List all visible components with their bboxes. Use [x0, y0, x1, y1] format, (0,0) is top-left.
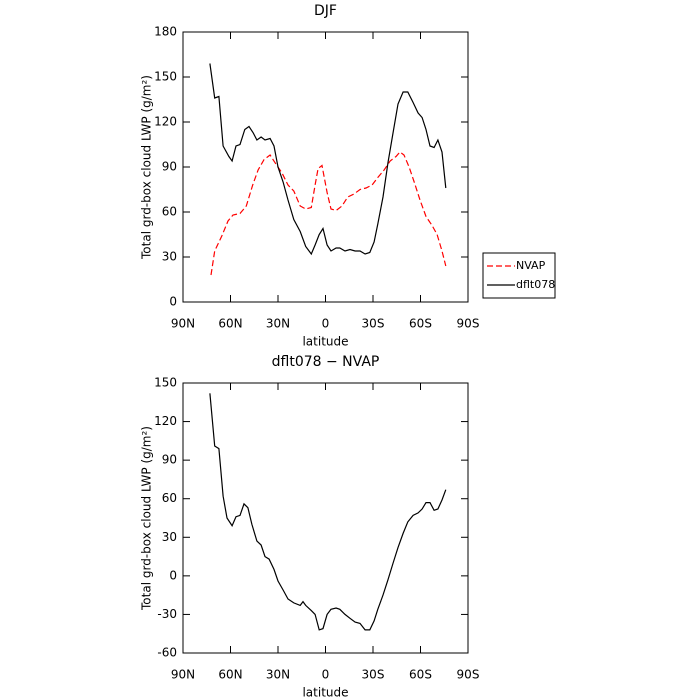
y-tick-label: 60 [162, 205, 177, 219]
x-tick-label: 60N [218, 317, 242, 331]
y-tick-label: 90 [162, 160, 177, 174]
plot-frame [182, 382, 469, 654]
x-tick-label: 90S [457, 317, 480, 331]
legend-label: NVAP [516, 259, 546, 272]
y-tick-label: 0 [169, 568, 177, 582]
data-line [210, 151, 447, 276]
y-tick-label: 60 [162, 491, 177, 505]
x-tick-label: 60S [409, 668, 432, 682]
y-tick-label: 120 [154, 414, 177, 428]
x-tick-label: 90N [171, 668, 195, 682]
y-axis-label: Total grd-box cloud LWP (g/m²) [140, 75, 154, 260]
x-tick-label: 0 [322, 668, 330, 682]
y-tick-label: -30 [157, 607, 177, 621]
y-tick-label: 90 [162, 453, 177, 467]
x-tick-label: 30S [362, 668, 385, 682]
x-tick-label: 60S [409, 317, 432, 331]
x-axis-label: latitude [302, 686, 348, 700]
y-axis-label: Total grd-box cloud LWP (g/m²) [140, 426, 154, 611]
legend-box [482, 252, 556, 299]
plot-frame [182, 31, 469, 303]
legend-label: dflt078 [516, 278, 555, 291]
x-tick-label: 90N [171, 317, 195, 331]
x-axis-label: latitude [302, 335, 348, 349]
y-tick-label: 120 [154, 115, 177, 129]
chart-title: dflt078 − NVAP [272, 354, 380, 370]
y-tick-label: 30 [162, 530, 177, 544]
chart-title: DJF [314, 3, 337, 19]
y-tick-label: -60 [157, 646, 177, 660]
data-line [209, 393, 447, 631]
x-tick-label: 30N [266, 317, 290, 331]
x-tick-label: 30N [266, 668, 290, 682]
y-tick-label: 150 [154, 70, 177, 84]
x-tick-label: 60N [218, 668, 242, 682]
x-tick-label: 90S [457, 668, 480, 682]
x-tick-label: 30S [362, 317, 385, 331]
y-tick-label: 150 [154, 376, 177, 390]
y-tick-label: 180 [154, 25, 177, 39]
data-line [209, 63, 447, 256]
x-tick-label: 0 [322, 317, 330, 331]
y-tick-label: 30 [162, 250, 177, 264]
y-tick-label: 0 [169, 295, 177, 309]
